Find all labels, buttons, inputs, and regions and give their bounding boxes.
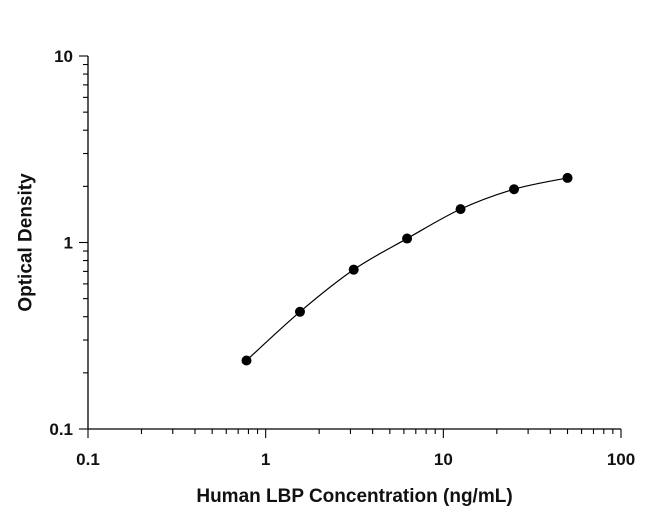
y-axis-title: Optical Density <box>16 173 37 312</box>
x-tick-label: 100 <box>607 450 635 469</box>
tick-labels: 0.1 1 10 100 0.1 1 10 <box>49 47 635 469</box>
x-tick-label: 1 <box>261 450 270 469</box>
data-point <box>402 233 413 244</box>
x-tick-label: 0.1 <box>76 450 100 469</box>
data-point <box>562 172 573 183</box>
y-tick-label: 0.1 <box>49 420 73 439</box>
data-point <box>509 184 520 195</box>
axes <box>87 56 621 430</box>
data-points <box>241 172 573 366</box>
data-point <box>455 204 466 215</box>
y-tick-label: 10 <box>54 47 73 66</box>
data-point <box>241 355 252 366</box>
data-point <box>348 264 359 275</box>
fit-curve <box>246 177 568 361</box>
ticks <box>79 55 622 438</box>
data-point <box>294 306 305 317</box>
x-axis-title: Human LBP Concentration (ng/mL) <box>196 486 512 507</box>
x-tick-label: 10 <box>434 450 453 469</box>
y-tick-label: 1 <box>64 234 73 253</box>
